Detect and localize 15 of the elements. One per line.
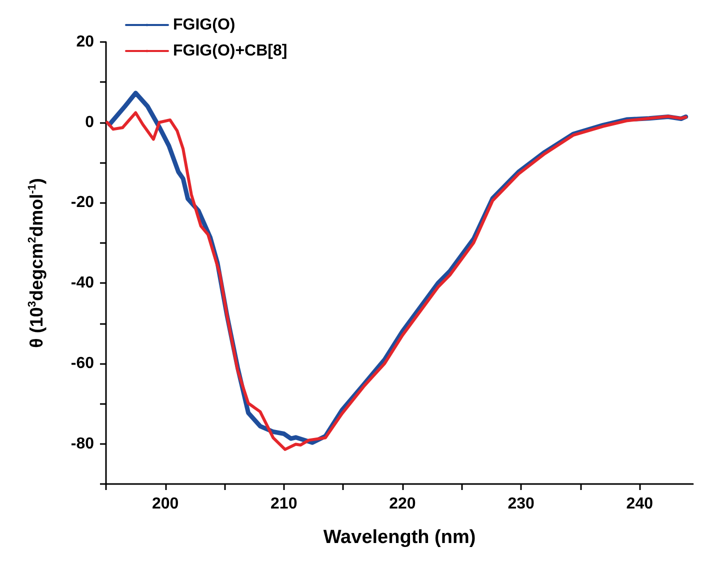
legend-label: FGIG(O) bbox=[173, 16, 236, 34]
x-tick-label: 240 bbox=[626, 496, 654, 512]
x-tick-label: 210 bbox=[270, 496, 298, 512]
x-tick-label: 220 bbox=[389, 496, 416, 512]
y-tick-label: -20 bbox=[70, 194, 94, 212]
y-tick-label: -40 bbox=[70, 274, 94, 292]
x-tick-label: 200 bbox=[152, 496, 179, 512]
y-tick-label: 0 bbox=[85, 114, 94, 131]
x-axis-title: Wavelength (nm) bbox=[323, 527, 476, 548]
y-axis-title: θ (103degcm2dmol-1) bbox=[26, 178, 46, 348]
legend-label: FGIG(O)+CB[8] bbox=[173, 42, 288, 60]
y-tick-label: 20 bbox=[76, 34, 94, 50]
y-tick-label: -60 bbox=[70, 354, 94, 372]
y-tick-label: -80 bbox=[70, 435, 94, 452]
x-tick-label: 230 bbox=[508, 496, 534, 512]
